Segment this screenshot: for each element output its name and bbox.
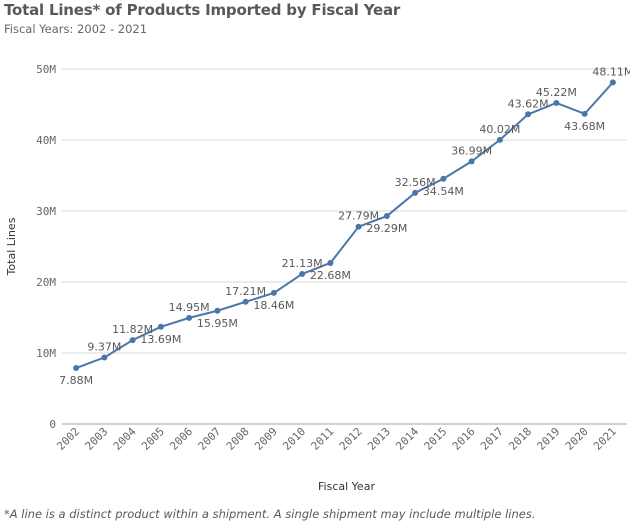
- data-label: 27.79M: [338, 210, 379, 223]
- data-point: [214, 307, 221, 314]
- x-tick-label: 2017: [478, 425, 506, 453]
- data-label: 40.02M: [479, 123, 520, 136]
- data-label: 43.62M: [508, 97, 549, 110]
- data-label: 45.22M: [536, 86, 577, 99]
- x-tick-label: 2005: [139, 425, 167, 453]
- x-tick-label: 2018: [506, 425, 534, 453]
- data-label: 14.95M: [169, 301, 210, 314]
- y-axis-title: Total Lines: [5, 217, 18, 276]
- x-tick-label: 2011: [309, 425, 337, 453]
- data-point: [355, 223, 362, 230]
- data-label: 22.68M: [310, 269, 351, 282]
- footnote: *A line is a distinct product within a s…: [4, 507, 536, 521]
- x-tick-label: 2013: [365, 425, 393, 453]
- chart-title: Total Lines* of Products Imported by Fis…: [4, 1, 401, 19]
- data-point: [157, 323, 164, 330]
- y-tick-label: 10M: [36, 347, 56, 360]
- data-label: 29.29M: [366, 222, 407, 235]
- data-label: 43.68M: [564, 120, 605, 133]
- data-label: 9.37M: [87, 340, 121, 353]
- data-point: [270, 289, 277, 296]
- x-tick-label: 2004: [111, 425, 139, 453]
- data-label: 18.46M: [253, 299, 294, 312]
- x-tick-label: 2009: [252, 425, 280, 453]
- y-tick-label: 50M: [36, 63, 56, 76]
- data-label: 36.99M: [451, 144, 492, 157]
- y-tick-label: 40M: [36, 134, 56, 147]
- x-tick-label: 2010: [280, 425, 308, 453]
- data-point: [299, 270, 306, 277]
- x-tick-label: 2003: [83, 425, 111, 453]
- y-tick-label: 30M: [36, 205, 56, 218]
- x-tick-label: 2008: [224, 425, 252, 453]
- x-axis-title: Fiscal Year: [318, 480, 375, 493]
- x-tick-label: 2016: [450, 425, 478, 453]
- data-point: [327, 259, 334, 266]
- data-point: [186, 314, 193, 321]
- x-tick-label: 2021: [591, 425, 619, 453]
- data-point: [412, 189, 419, 196]
- data-point: [440, 175, 447, 182]
- data-point: [496, 136, 503, 143]
- data-label: 32.56M: [395, 176, 436, 189]
- data-point: [242, 298, 249, 305]
- x-tick-label: 2015: [422, 425, 450, 453]
- x-tick-label: 2006: [167, 425, 195, 453]
- data-point: [468, 158, 475, 165]
- x-tick-label: 2007: [196, 425, 224, 453]
- data-label: 15.95M: [197, 317, 238, 330]
- data-point: [581, 110, 588, 117]
- data-label: 48.11M: [592, 65, 630, 78]
- data-point: [129, 337, 136, 344]
- data-point: [101, 354, 108, 361]
- data-label: 21.13M: [282, 257, 323, 270]
- data-label: 11.82M: [112, 323, 153, 336]
- series-line: [75, 81, 614, 369]
- y-tick-label: 0: [49, 418, 56, 431]
- data-label: 34.54M: [423, 185, 464, 198]
- data-point: [609, 79, 616, 86]
- data-label: 17.21M: [225, 285, 266, 298]
- data-point: [553, 99, 560, 106]
- x-tick-label: 2002: [54, 425, 82, 453]
- data-point: [383, 213, 390, 220]
- x-tick-label: 2012: [337, 425, 365, 453]
- data-label: 7.88M: [59, 374, 93, 387]
- x-tick-label: 2020: [563, 425, 591, 453]
- data-label: 13.69M: [140, 333, 181, 346]
- data-point: [525, 111, 532, 118]
- chart-subtitle: Fiscal Years: 2002 - 2021: [4, 22, 148, 36]
- x-tick-label: 2019: [535, 425, 563, 453]
- data-point: [73, 365, 80, 372]
- y-tick-label: 20M: [36, 276, 56, 289]
- x-tick-label: 2014: [393, 425, 421, 453]
